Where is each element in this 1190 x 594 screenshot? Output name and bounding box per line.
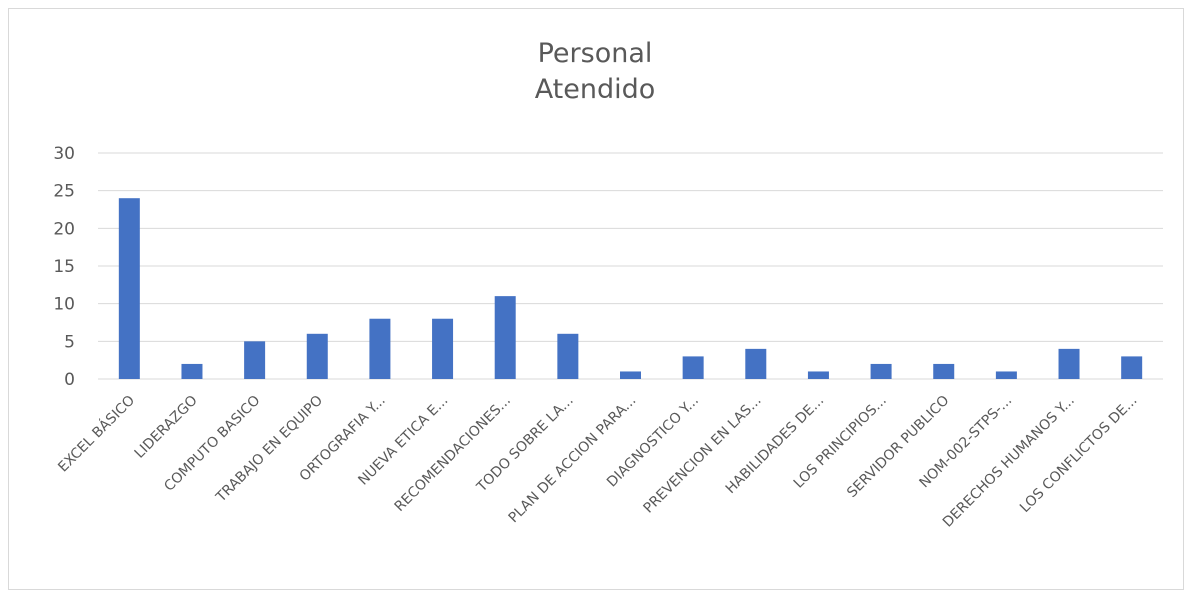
x-tick-label: PLAN DE ACCION PARA... (506, 393, 640, 527)
bar (870, 363, 892, 379)
y-tick-label: 15 (53, 257, 75, 277)
bar (933, 363, 955, 379)
y-tick-label: 5 (64, 332, 75, 352)
bar (557, 333, 579, 379)
bar (1058, 348, 1080, 379)
bars (118, 198, 1143, 379)
bar (682, 356, 704, 379)
y-axis-ticks: 0 5 10 15 20 25 30 (53, 144, 75, 390)
gridlines (98, 152, 1163, 380)
y-tick-label: 10 (53, 295, 75, 315)
bar (995, 371, 1017, 379)
x-tick-label: LOS CONFLICTOS DE... (1017, 393, 1140, 516)
bar (244, 341, 266, 379)
bar (494, 296, 516, 379)
y-tick-label: 30 (53, 144, 75, 164)
x-tick-label: DERECHOS HUMANOS Y... (940, 393, 1078, 531)
bar (306, 333, 328, 379)
chart-title-line-2: Atendido (534, 74, 656, 105)
x-tick-label: TRABAJO EN EQUIPO (213, 393, 327, 507)
chart-title-line-1: Personal (537, 38, 653, 69)
bar (369, 318, 391, 379)
y-tick-label: 20 (53, 219, 75, 239)
bar (745, 348, 767, 379)
x-tick-label: PREVENCION EN LAS... (641, 393, 765, 517)
bar (620, 371, 641, 379)
chart-frame (8, 8, 1184, 590)
y-tick-label: 25 (53, 182, 75, 202)
x-tick-label: LIDERAZGO (132, 393, 201, 462)
y-tick-label: 0 (64, 370, 75, 390)
bar (1121, 356, 1143, 379)
x-tick-label: EXCEL BÁSICO (55, 392, 139, 476)
x-tick-label: SERVIDOR PUBLICO (844, 393, 952, 501)
chart-title: Personal Atendido (0, 36, 1190, 108)
bar (181, 363, 203, 379)
bar (807, 371, 829, 379)
x-tick-label: RECOMENDACIONES... (392, 393, 514, 515)
bar (432, 318, 454, 379)
bar (118, 198, 140, 379)
